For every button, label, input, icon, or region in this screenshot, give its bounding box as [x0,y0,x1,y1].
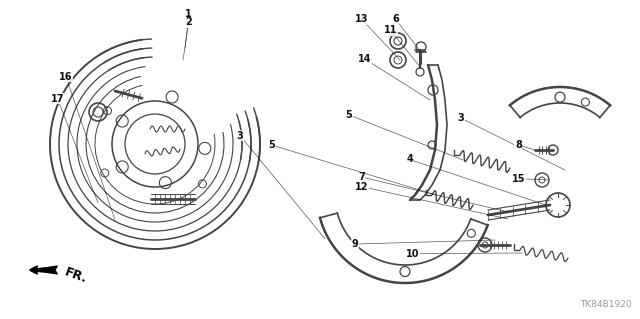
Text: 5: 5 [346,110,352,120]
Text: 1: 1 [186,9,192,19]
Text: 12: 12 [355,182,369,192]
Text: 6: 6 [392,14,399,24]
Text: 2: 2 [186,17,192,27]
Text: 8: 8 [515,140,522,150]
Text: 10: 10 [406,249,420,259]
Text: 14: 14 [358,54,372,64]
Text: 11: 11 [383,25,397,35]
Text: FR.: FR. [63,266,89,286]
Text: 4: 4 [406,154,413,165]
Text: 3: 3 [458,113,464,123]
Text: 9: 9 [352,239,358,249]
Text: 13: 13 [355,14,369,24]
Text: 16: 16 [59,71,73,82]
Text: 15: 15 [511,174,525,184]
Text: 7: 7 [358,172,365,182]
Text: 3: 3 [237,130,243,141]
Text: 17: 17 [51,94,65,104]
Text: TK84B1920: TK84B1920 [580,300,632,309]
Text: 5: 5 [269,140,275,150]
